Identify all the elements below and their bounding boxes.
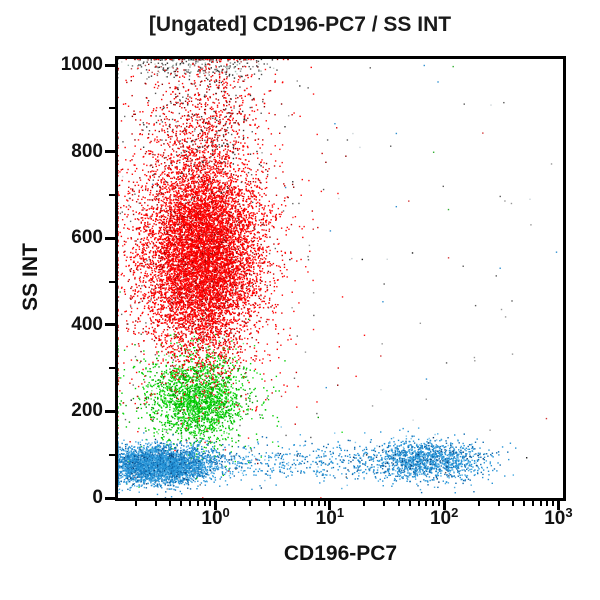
x-minor-tick <box>203 501 206 506</box>
y-minor-tick <box>109 280 115 283</box>
x-minor-tick <box>477 501 480 506</box>
x-minor-tick <box>363 501 366 506</box>
x-minor-tick <box>539 501 542 506</box>
x-minor-tick <box>169 501 172 506</box>
x-minor-tick <box>269 501 272 506</box>
scatter-canvas[interactable] <box>118 59 563 498</box>
x-minor-tick <box>294 501 297 506</box>
x-minor-tick <box>189 501 192 506</box>
x-minor-tick <box>209 501 212 506</box>
x-minor-tick <box>546 501 549 506</box>
x-tick-exponent: 3 <box>565 505 573 520</box>
x-minor-tick <box>408 501 411 506</box>
y-major-tick <box>105 236 115 240</box>
x-minor-tick <box>303 501 306 506</box>
x-tick-label: 102 <box>429 505 459 529</box>
x-tick-label: 103 <box>544 505 573 529</box>
x-major-tick <box>442 501 446 510</box>
y-major-tick <box>105 323 115 327</box>
x-tick-exponent: 0 <box>222 505 230 520</box>
y-tick-label: 1000 <box>60 54 103 76</box>
y-tick-label: 400 <box>71 313 103 335</box>
x-minor-tick <box>552 501 555 506</box>
y-minor-tick <box>109 193 115 196</box>
y-tick-label: 0 <box>92 487 103 508</box>
x-minor-tick <box>154 501 157 506</box>
x-minor-tick <box>283 501 286 506</box>
x-minor-tick <box>511 501 514 506</box>
x-minor-tick <box>317 501 320 506</box>
x-minor-tick <box>397 501 400 506</box>
x-minor-tick <box>437 501 440 506</box>
x-tick-exponent: 2 <box>451 505 459 520</box>
plot-title: [Ungated] CD196-PC7 / SS INT <box>148 13 452 36</box>
x-tick-label: 101 <box>315 505 345 529</box>
x-minor-tick <box>134 501 137 506</box>
x-minor-tick <box>196 501 199 506</box>
y-major-tick <box>105 63 115 67</box>
x-minor-tick <box>497 501 500 506</box>
x-minor-tick <box>425 501 428 506</box>
y-major-tick <box>105 409 115 413</box>
x-minor-tick <box>323 501 326 506</box>
x-minor-tick <box>417 501 420 506</box>
y-minor-tick <box>109 453 115 456</box>
x-minor-tick <box>532 501 535 506</box>
x-minor-tick <box>383 501 386 506</box>
x-tick-exponent: 1 <box>336 505 345 520</box>
x-tick-label: 100 <box>201 505 230 529</box>
y-minor-tick <box>109 107 115 110</box>
x-minor-tick <box>248 501 251 506</box>
plot-frame <box>115 56 566 501</box>
x-axis-label: CD196-PC7 <box>283 542 398 565</box>
y-minor-tick <box>109 367 115 370</box>
y-major-tick <box>105 496 115 500</box>
y-axis-label: SS INT <box>19 243 42 311</box>
x-minor-tick <box>180 501 183 506</box>
x-major-tick <box>214 501 218 510</box>
y-tick-label: 800 <box>71 140 103 162</box>
y-tick-label: 600 <box>71 227 103 249</box>
x-minor-tick <box>432 501 435 506</box>
x-minor-tick <box>311 501 314 506</box>
y-tick-label: 200 <box>71 400 103 422</box>
y-major-tick <box>105 150 115 154</box>
x-major-tick <box>328 501 332 510</box>
x-minor-tick <box>523 501 526 506</box>
x-major-tick <box>556 501 560 510</box>
